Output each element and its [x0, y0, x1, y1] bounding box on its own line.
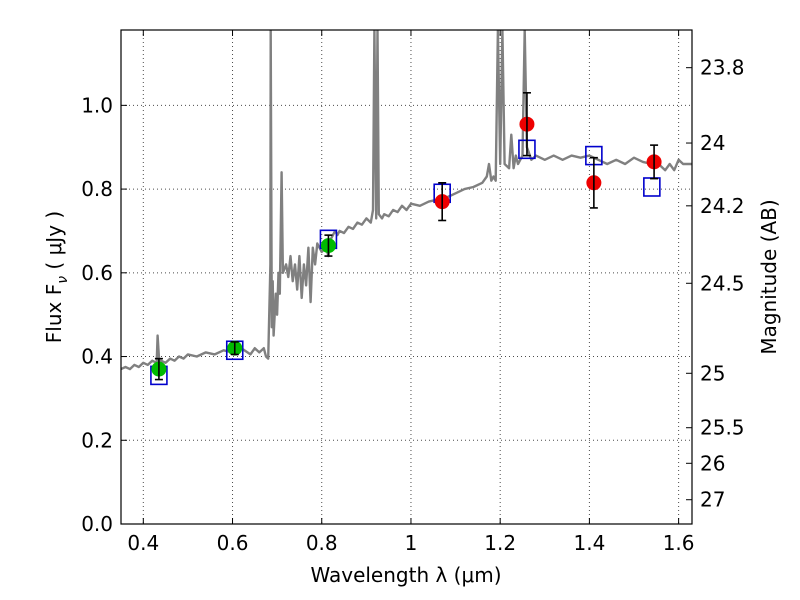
y-tick-label: 0.0: [81, 512, 113, 536]
y-tick-label: 0.2: [81, 428, 113, 452]
y-tick-label: 0.8: [81, 177, 113, 201]
x-tick-label: 1.2: [484, 531, 516, 555]
x-tick-label: 0.8: [306, 531, 338, 555]
y-axis-title-unit: ( μJy ): [42, 211, 66, 276]
x-tick-label: 1.6: [663, 531, 695, 555]
magnitude-tick-label: 25.5: [700, 416, 745, 440]
magnitude-tick-label: 27: [700, 488, 725, 512]
plot-background: [121, 30, 692, 524]
y-tick-label: 0.6: [81, 261, 113, 285]
ticks-layer: 0.4 0.6 0.8 1 1.2 1.4 1.6 0.0 0.2 0.4 0.6 0.8 1.0 23.…: [81, 30, 745, 555]
x-tick-label: 0.4: [127, 531, 159, 555]
magnitude-tick-label: 25: [700, 361, 725, 385]
y2-axis-title: Magnitude (AB): [757, 199, 781, 354]
y-axis-title-main: Flux F: [42, 284, 66, 343]
plot-frame: [120, 29, 693, 525]
y-tick-label: 1.0: [81, 93, 113, 117]
x-tick-label: 0.6: [217, 531, 249, 555]
magnitude-tick-label: 23.8: [700, 56, 745, 80]
x-axis-title: Wavelength λ (μm): [310, 563, 501, 587]
points-layer: [150, 91, 662, 386]
magnitude-tick-label: 24.2: [700, 194, 745, 218]
x-tick-label: 1: [405, 531, 418, 555]
magnitude-tick-label: 24.5: [700, 271, 745, 295]
y-tick-label: 0.4: [81, 345, 113, 369]
magnitude-tick-label: 24: [700, 131, 725, 155]
x-tick-label: 1.4: [573, 531, 605, 555]
magnitude-tick-label: 26: [700, 451, 725, 475]
y-axis-title: Flux Fν ( μJy ): [42, 211, 71, 343]
y-axis-title-subscript: ν: [55, 276, 71, 284]
